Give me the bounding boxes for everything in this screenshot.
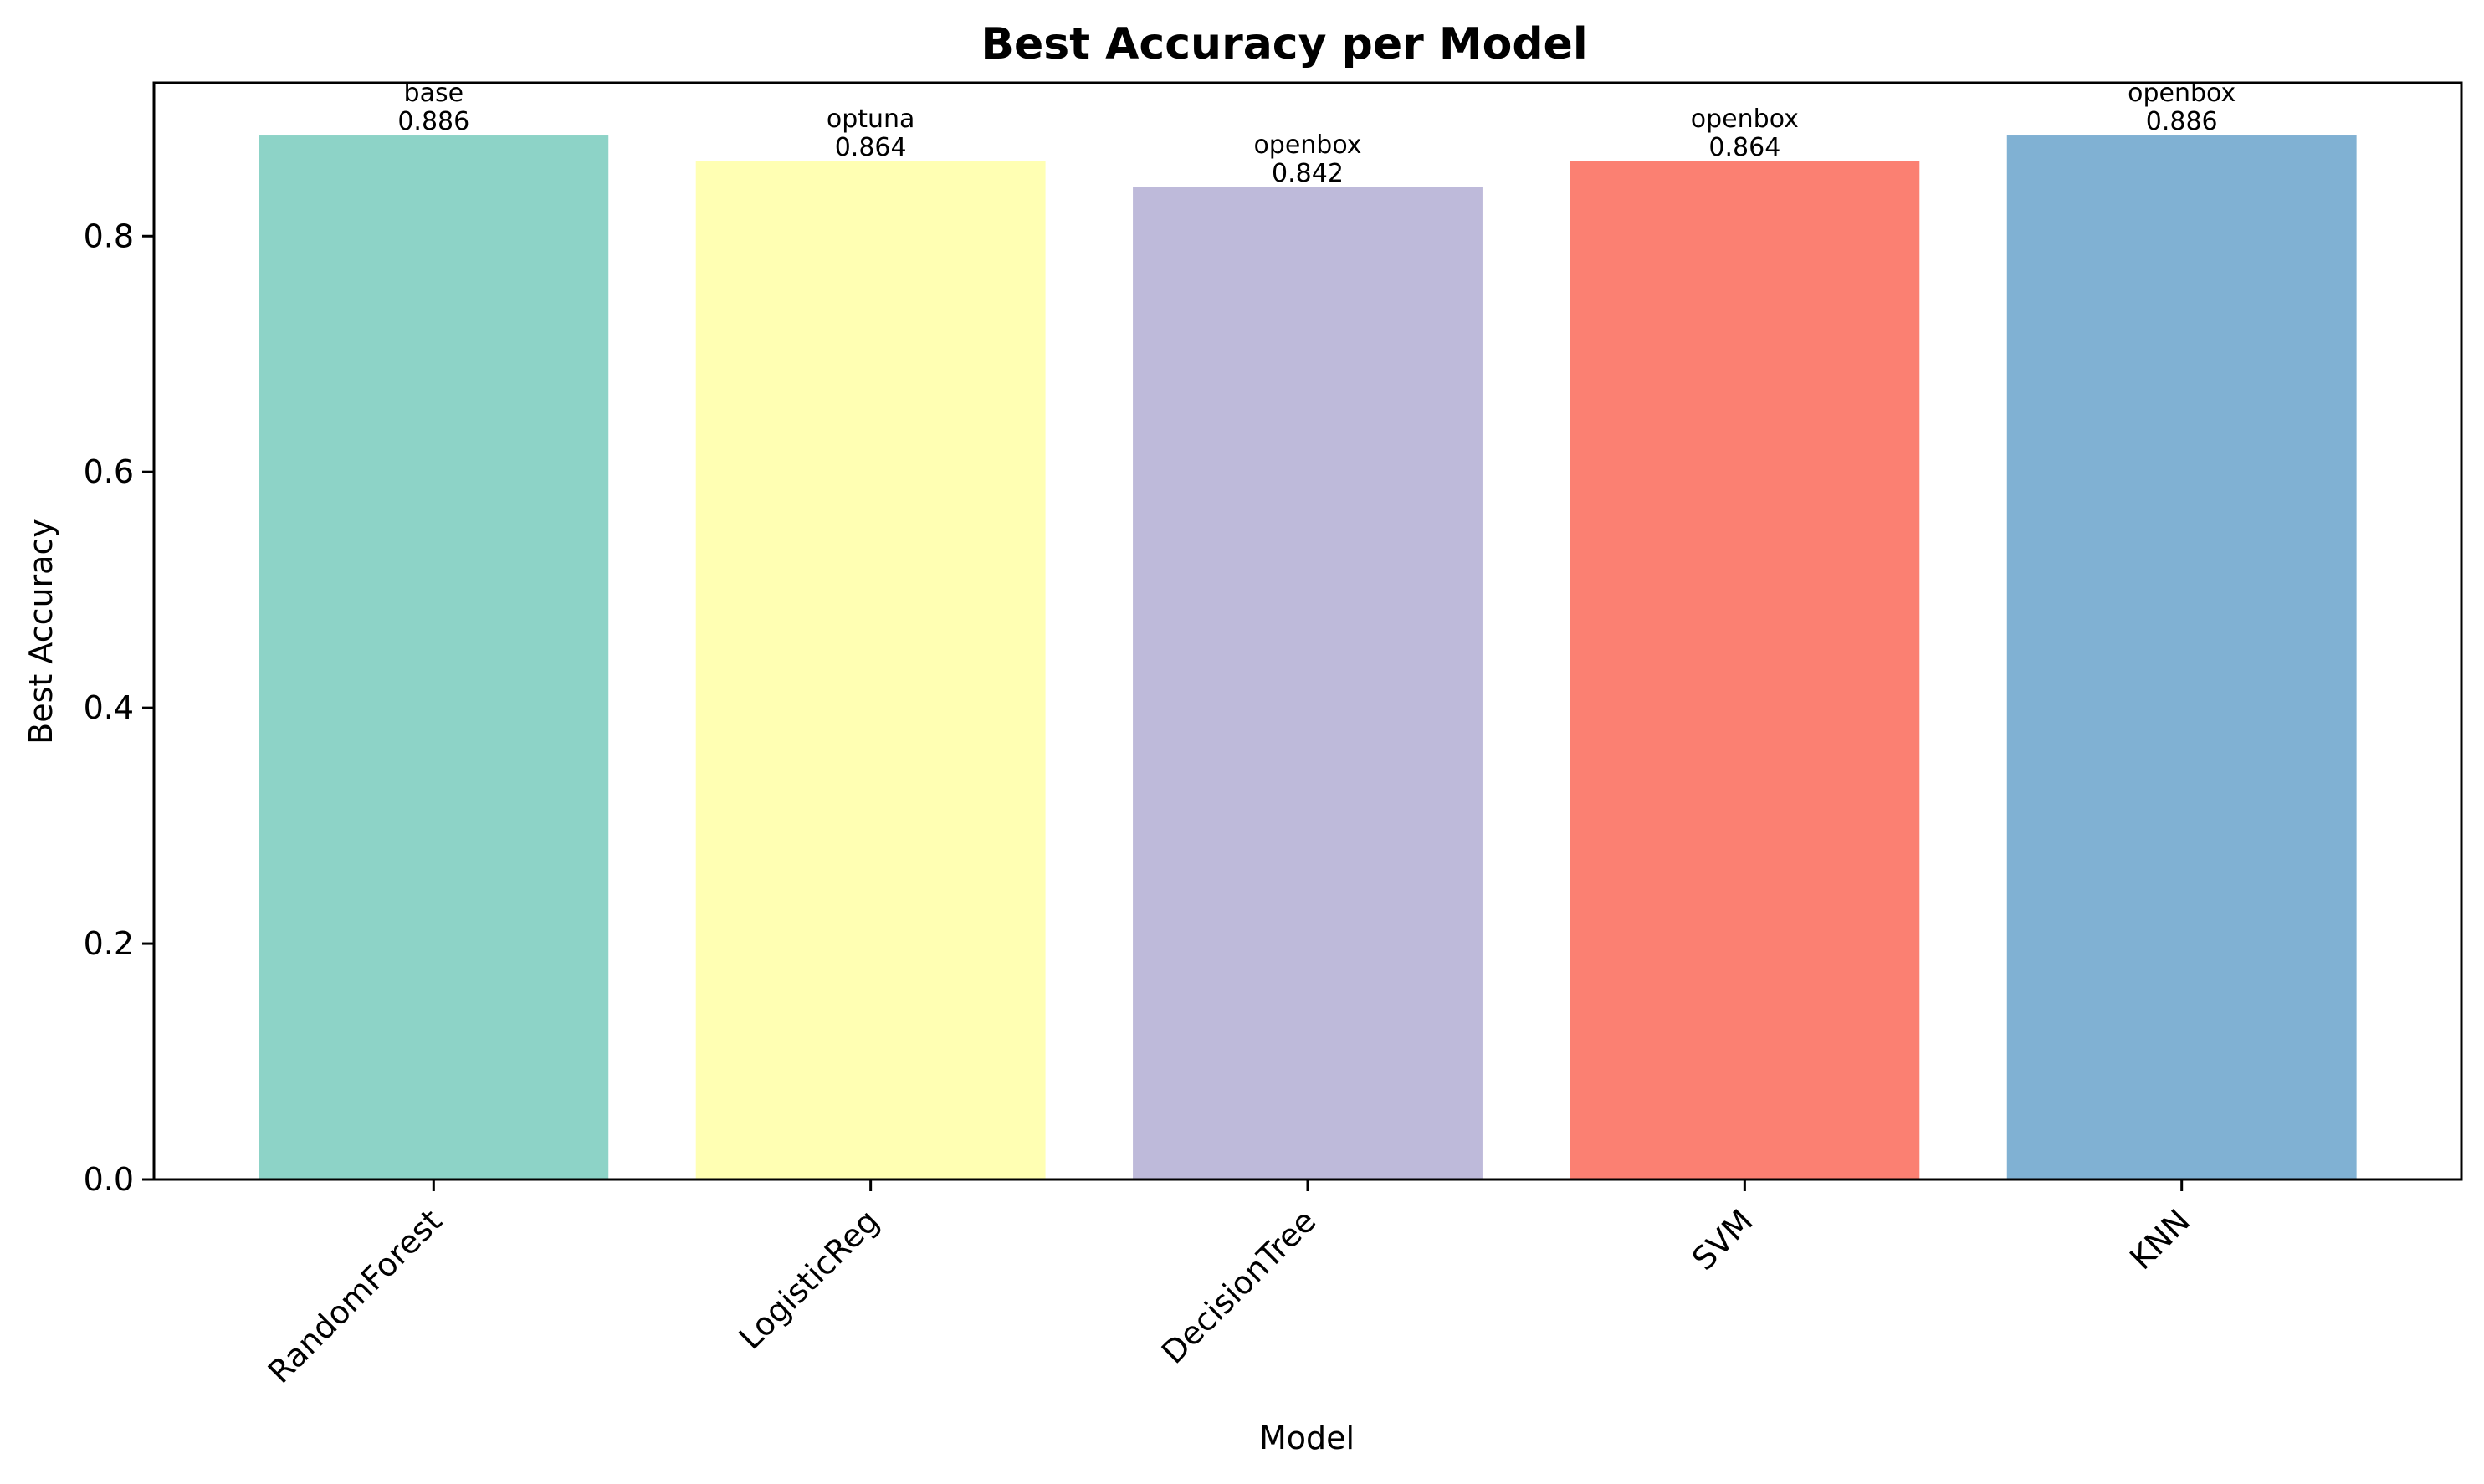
x-axis: RandomForest LogisticReg DecisionTree SVM KN… (261, 1180, 2197, 1390)
x-tick-label-svm: SVM (1685, 1202, 1760, 1277)
bar-value-label-knn: 0.886 (2146, 107, 2218, 136)
bar-value-label-svm: 0.864 (1708, 133, 1780, 162)
y-tick-label: 0.8 (84, 217, 134, 254)
x-tick-label-decisiontree: DecisionTree (1155, 1202, 1323, 1370)
bar-knn (2006, 135, 2357, 1180)
y-axis-label: Best Accuracy (23, 519, 59, 745)
x-axis-label: Model (1259, 1420, 1355, 1456)
y-axis: 0.0 0.2 0.4 0.6 0.8 (84, 217, 154, 1198)
bar-value-label-randomforest: 0.886 (397, 107, 469, 136)
bar-method-label-logisticreg: optuna (827, 105, 915, 134)
bar-value-label-decisiontree: 0.842 (1272, 159, 1344, 188)
bar-value-label-logisticreg: 0.864 (835, 133, 907, 162)
chart-title: Best Accuracy per Model (981, 19, 1587, 69)
bar-logisticreg (695, 161, 1046, 1180)
bar-decisiontree (1133, 187, 1483, 1180)
x-tick-label-knn: KNN (2123, 1202, 2197, 1277)
x-tick-label-randomforest: RandomForest (261, 1202, 449, 1390)
y-tick-label: 0.4 (84, 689, 134, 726)
x-tick-label-logisticreg: LogisticReg (732, 1202, 886, 1356)
y-tick-label: 0.2 (84, 925, 134, 962)
bar-randomforest (259, 135, 609, 1180)
bar-method-label-decisiontree: openbox (1253, 130, 1361, 160)
bar-method-label-svm: openbox (1691, 105, 1799, 134)
bars-layer (259, 135, 2357, 1180)
y-tick-label: 0.0 (84, 1161, 134, 1198)
y-tick-label: 0.6 (84, 453, 134, 490)
bar-svm (1570, 161, 1920, 1180)
